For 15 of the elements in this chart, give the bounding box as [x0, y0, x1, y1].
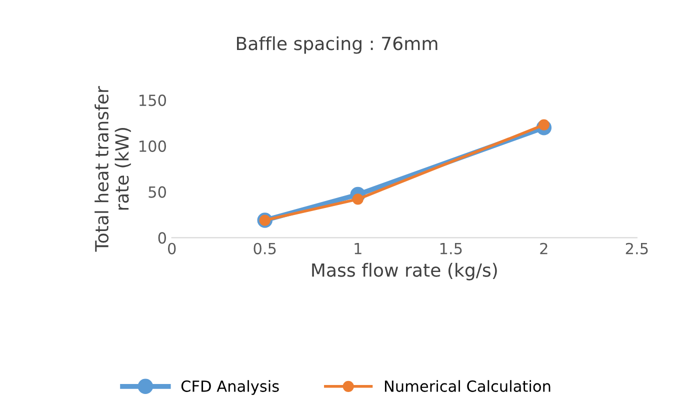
x-tick-label: 1.5 — [440, 243, 462, 254]
x-tick-label: 0.5 — [254, 242, 276, 254]
x-tick-label: 1 — [354, 243, 362, 254]
x-tick-label: 2 — [540, 242, 548, 254]
y-tick-label: 100 — [140, 140, 166, 152]
chart-title: Baffle spacing : 76mm — [237, 36, 438, 54]
legend-label: Numerical Calculation — [384, 380, 550, 392]
y-tick-label: 50 — [148, 186, 166, 198]
y-tick-label: 0 — [158, 232, 166, 244]
y-tick-label: 150 — [140, 94, 166, 106]
y-axis-title: Total heat transfer rate (kW) — [94, 86, 131, 252]
x-axis-title: Mass flow rate (kg/s) — [312, 262, 497, 280]
legend-label: CFD Analysis — [181, 380, 279, 395]
x-tick-label: 0 — [168, 242, 176, 254]
x-tick-label: 2.5 — [626, 242, 648, 254]
